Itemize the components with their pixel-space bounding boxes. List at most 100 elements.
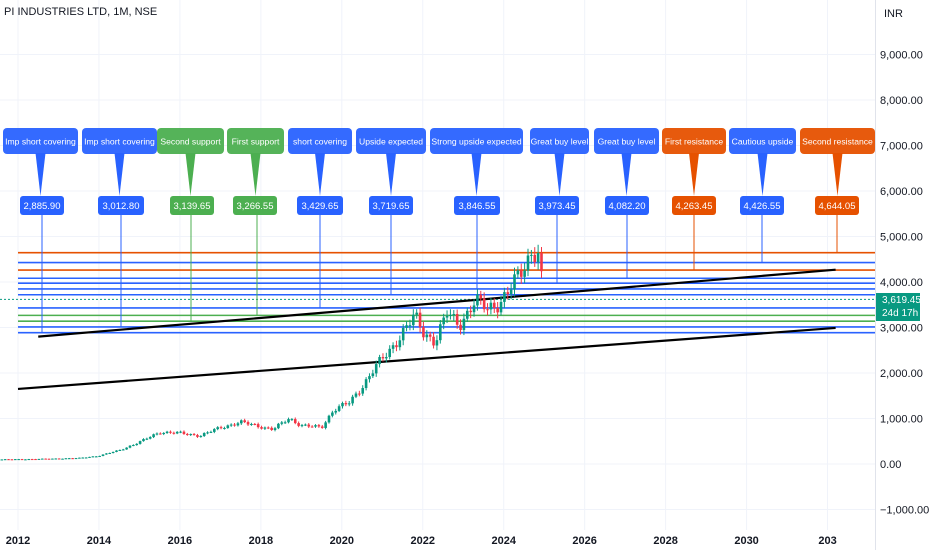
candle-body: [358, 393, 361, 395]
candle-body: [206, 432, 209, 434]
callout-label-box: [662, 128, 726, 154]
candle-body: [314, 425, 317, 427]
candle-body: [263, 427, 267, 429]
candle-body: [219, 427, 223, 429]
candle-body: [465, 310, 469, 319]
callout-label-box: [157, 128, 224, 154]
candle-body: [482, 298, 486, 310]
callout-label-text: Second support: [160, 137, 221, 147]
candle-body: [192, 434, 196, 436]
candle-body: [40, 458, 44, 460]
candle-body: [105, 453, 108, 455]
candle-body: [118, 450, 122, 452]
candle-body: [344, 403, 348, 405]
candle-body: [24, 459, 27, 461]
candle-body: [27, 459, 31, 461]
candle-body: [513, 274, 516, 290]
x-tick-label: 2028: [653, 535, 677, 547]
candle-body: [331, 412, 334, 416]
callout-pointer: [386, 153, 396, 196]
candle-body: [368, 376, 371, 380]
callout-value-box: [233, 196, 277, 215]
callout-value-text: 4,263.45: [676, 201, 713, 212]
candle-body: [459, 324, 462, 330]
callout-value-text: 3,719.65: [373, 201, 410, 212]
candle-body: [412, 314, 415, 326]
candle-body: [310, 426, 314, 428]
candle-body: [121, 449, 125, 451]
candle-body: [307, 424, 311, 427]
callout-label-text: Strong upside expected: [431, 137, 522, 147]
candle-body: [395, 345, 398, 348]
candle-body: [388, 348, 392, 358]
callout-value-box: [740, 196, 784, 215]
callout-pointer: [757, 153, 768, 196]
callout-label-box: [288, 128, 352, 154]
candle-body: [88, 456, 91, 458]
candle-body: [445, 315, 449, 318]
callout-value-text: 4,426.55: [744, 201, 781, 212]
callout-label-text: short covering: [293, 137, 347, 147]
candle-body: [236, 423, 240, 426]
candle-body: [509, 289, 513, 295]
candle-body: [304, 424, 307, 426]
candle-body: [405, 325, 408, 328]
callout-pointer: [315, 153, 325, 196]
x-tick-label: 203: [818, 535, 836, 547]
candle-body: [34, 459, 37, 461]
candle-body: [503, 292, 506, 302]
candle-body: [64, 458, 68, 460]
candle-body: [364, 379, 368, 389]
candle-body: [159, 433, 162, 435]
candle-body: [540, 253, 543, 272]
x-tick-label: 2014: [87, 535, 112, 547]
callout-label-text: Great buy level: [598, 137, 656, 147]
callout-label-text: Imp short covering: [84, 137, 155, 147]
candle-body: [196, 435, 199, 437]
candle-body: [94, 456, 98, 458]
candle-body: [239, 420, 243, 424]
candle-body: [320, 426, 324, 428]
level-lines: [0, 251, 875, 334]
currency-label[interactable]: INR: [884, 8, 903, 20]
callout-pointer: [621, 153, 632, 196]
y-tick-label: 9,000.00: [880, 50, 923, 62]
candle-body: [125, 447, 128, 450]
callout-label-box: [729, 128, 796, 154]
candle-body: [442, 317, 445, 325]
candle-body: [519, 270, 523, 277]
candle-body: [452, 314, 456, 316]
callout-pointer: [832, 153, 843, 196]
y-tick-label: 6,000.00: [880, 186, 923, 198]
callout-label-text: Imp short covering: [5, 137, 76, 147]
callout-label-text: First support: [232, 137, 280, 147]
callout-value-box: [369, 196, 413, 215]
y-tick-label: 8,000.00: [880, 95, 923, 107]
candle-body: [51, 458, 54, 460]
candle-body: [489, 302, 493, 310]
callout-value-box: [98, 196, 144, 215]
trendline: [38, 268, 836, 338]
x-tick-label: 2030: [734, 535, 758, 547]
candle-body: [229, 424, 233, 426]
x-tick-label: 2026: [572, 535, 596, 547]
x-tick-label: 2024: [491, 535, 516, 547]
candle-body: [155, 433, 159, 435]
candle-body: [432, 336, 435, 346]
candle-body: [280, 422, 284, 424]
callout-value-box: [170, 196, 214, 215]
candle-body: [256, 424, 260, 428]
candle-body: [334, 410, 338, 413]
candle-body: [479, 294, 483, 299]
candle-body: [253, 423, 257, 425]
candle-body: [533, 254, 537, 263]
callout-value-text: 3,012.80: [103, 201, 140, 212]
price-axis-divider: [875, 0, 876, 550]
candle-body: [506, 292, 510, 295]
candle-body: [57, 458, 61, 460]
candle-body: [84, 457, 88, 459]
candle-body: [455, 314, 459, 325]
candle-body: [145, 438, 149, 440]
x-tick-label: 2022: [411, 535, 435, 547]
